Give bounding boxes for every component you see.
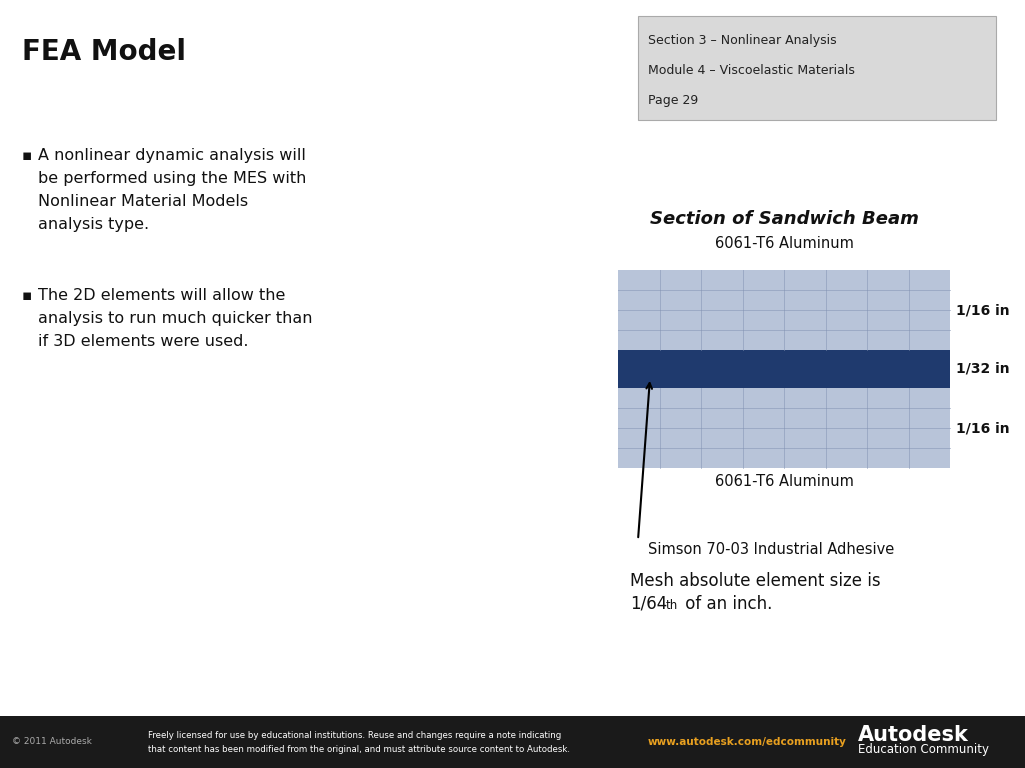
Bar (618, 350, 950, 388)
Text: Section of Sandwich Beam: Section of Sandwich Beam (650, 210, 918, 228)
Text: 1/16 in: 1/16 in (956, 303, 1010, 317)
Text: FEA Model: FEA Model (22, 38, 186, 66)
Text: 6061-T6 Aluminum: 6061-T6 Aluminum (714, 474, 854, 489)
Text: th: th (666, 599, 679, 612)
Text: © 2011 Autodesk: © 2011 Autodesk (12, 737, 92, 746)
Text: Simson 70-03 Industrial Adhesive: Simson 70-03 Industrial Adhesive (648, 542, 894, 557)
Text: A nonlinear dynamic analysis will: A nonlinear dynamic analysis will (38, 148, 305, 163)
Text: be performed using the MES with: be performed using the MES with (38, 171, 306, 186)
Text: Freely licensed for use by educational institutions. Reuse and changes require a: Freely licensed for use by educational i… (148, 731, 562, 740)
Text: Mesh absolute element size is: Mesh absolute element size is (630, 572, 880, 590)
Text: 6061-T6 Aluminum: 6061-T6 Aluminum (714, 236, 854, 251)
Text: Autodesk: Autodesk (858, 725, 969, 745)
Bar (618, 388, 950, 468)
Text: The 2D elements will allow the: The 2D elements will allow the (38, 288, 285, 303)
Text: Nonlinear Material Models: Nonlinear Material Models (38, 194, 248, 209)
Text: 1/64: 1/64 (630, 595, 667, 613)
Text: that content has been modified from the original, and must attribute source cont: that content has been modified from the … (148, 744, 570, 753)
Bar (618, 270, 950, 350)
Text: of an inch.: of an inch. (680, 595, 773, 613)
Text: Section 3 – Nonlinear Analysis: Section 3 – Nonlinear Analysis (648, 34, 836, 47)
Text: 1/32 in: 1/32 in (956, 362, 1010, 376)
Text: analysis type.: analysis type. (38, 217, 149, 232)
Text: ▪: ▪ (22, 148, 33, 163)
Text: ▪: ▪ (22, 288, 33, 303)
Text: analysis to run much quicker than: analysis to run much quicker than (38, 311, 313, 326)
Bar (638, 16, 996, 120)
Text: if 3D elements were used.: if 3D elements were used. (38, 334, 248, 349)
Text: 1/16 in: 1/16 in (956, 421, 1010, 435)
Text: Education Community: Education Community (858, 743, 989, 756)
Bar (0, 716, 1025, 768)
Text: Page 29: Page 29 (648, 94, 698, 107)
Text: Module 4 – Viscoelastic Materials: Module 4 – Viscoelastic Materials (648, 64, 855, 77)
Text: www.autodesk.com/edcommunity: www.autodesk.com/edcommunity (648, 737, 847, 747)
